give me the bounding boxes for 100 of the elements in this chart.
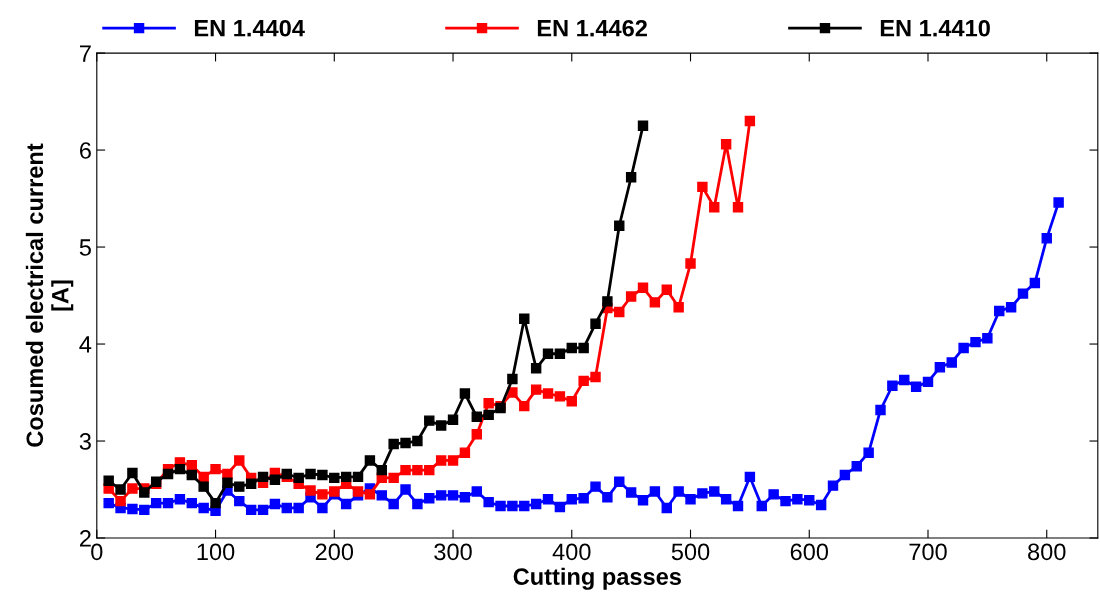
point [317, 489, 328, 500]
point [554, 348, 566, 359]
point [566, 396, 577, 407]
point [507, 373, 518, 385]
point [590, 371, 601, 383]
x-tick-label: 400 [552, 543, 591, 561]
point [519, 400, 530, 412]
x-tick-label: 100 [197, 543, 235, 561]
point [186, 469, 198, 481]
point [388, 472, 399, 484]
point [364, 489, 376, 500]
point [376, 464, 387, 476]
point [661, 284, 672, 295]
x-axis-title: Cutting passes [513, 567, 681, 590]
point [412, 464, 423, 476]
legend-label: EN 1.4410 [880, 19, 990, 37]
y-tick-label: 4 [79, 336, 92, 353]
point [234, 481, 245, 492]
point [578, 375, 589, 387]
point [625, 291, 637, 302]
y-axis-title: Cosumed electrical current [A] [25, 143, 74, 447]
point [554, 391, 566, 402]
point [625, 172, 637, 183]
point [305, 485, 316, 496]
point [139, 487, 150, 498]
y-tick-label: 2 [80, 530, 91, 547]
point [352, 471, 364, 483]
point [400, 464, 411, 476]
point [435, 455, 447, 466]
point [720, 139, 732, 150]
point [744, 115, 756, 127]
x-tick-label: 300 [434, 543, 472, 561]
legend-label: EN 1.4462 [537, 19, 647, 37]
point [424, 415, 435, 426]
point [471, 411, 482, 422]
point [542, 348, 554, 359]
point [103, 475, 114, 487]
x-tick-label: 200 [315, 543, 354, 561]
point [590, 318, 601, 329]
x-tick-label: 800 [1028, 543, 1066, 561]
legend-label: EN 1.4404 [194, 19, 305, 37]
point [210, 463, 221, 475]
point [602, 296, 613, 307]
point [530, 363, 542, 374]
y-tick-label: 7 [80, 45, 91, 62]
point [459, 447, 471, 458]
point [459, 388, 471, 399]
point [566, 342, 577, 354]
point [400, 437, 411, 449]
point [447, 414, 459, 425]
point [245, 478, 257, 489]
point [471, 429, 482, 440]
point [542, 388, 554, 399]
point [578, 342, 589, 354]
point [637, 282, 649, 293]
point [340, 471, 352, 483]
point [222, 468, 233, 480]
point [483, 409, 494, 421]
point [305, 468, 316, 480]
x-tick-label: 0 [91, 543, 103, 561]
point [685, 258, 696, 269]
y-tick-label: 5 [79, 239, 91, 256]
point [329, 472, 340, 484]
point [210, 497, 221, 509]
point [198, 471, 209, 483]
point [709, 202, 720, 213]
point [162, 468, 174, 480]
point [673, 301, 684, 313]
point [732, 202, 744, 213]
point [637, 120, 649, 132]
point [530, 384, 542, 395]
point [388, 438, 399, 450]
point [649, 297, 661, 308]
point [317, 469, 328, 481]
y-tick-label: 6 [80, 142, 91, 159]
point [614, 220, 625, 231]
point [174, 463, 186, 475]
point [269, 474, 281, 486]
point [127, 467, 138, 479]
point [447, 455, 459, 466]
point [115, 484, 126, 495]
point [127, 483, 138, 494]
point [364, 455, 376, 466]
y-tick-label: 3 [79, 433, 91, 450]
point [186, 460, 198, 471]
point [507, 387, 518, 398]
point [293, 472, 304, 484]
point [424, 464, 435, 476]
point [257, 471, 269, 483]
point [614, 306, 625, 318]
point [198, 481, 209, 492]
point [222, 477, 233, 488]
point [234, 455, 245, 466]
point [352, 486, 364, 497]
point [483, 397, 494, 409]
point [697, 181, 708, 193]
point [115, 495, 126, 507]
point [435, 420, 447, 431]
x-tick-label: 700 [909, 543, 947, 561]
x-tick-label: 500 [671, 543, 710, 561]
